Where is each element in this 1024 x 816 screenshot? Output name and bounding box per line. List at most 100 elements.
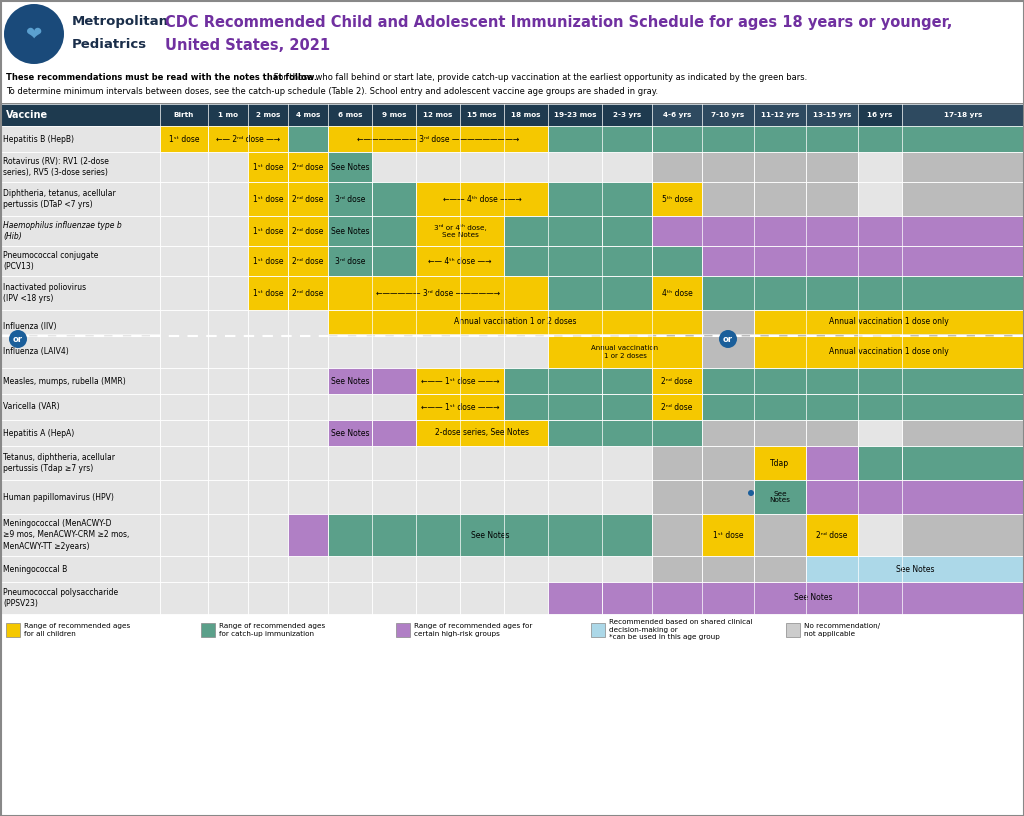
Bar [806, 514, 858, 556]
Text: 17-18 yrs: 17-18 yrs [944, 112, 982, 118]
Bar [548, 182, 602, 216]
Bar [548, 582, 602, 614]
Bar [288, 420, 328, 446]
Bar [504, 216, 602, 246]
Bar [602, 182, 652, 216]
Bar [248, 310, 288, 368]
Bar [652, 246, 702, 276]
Bar [160, 420, 208, 446]
Bar [288, 480, 328, 514]
Bar [548, 104, 602, 126]
Bar [416, 446, 460, 480]
Bar [328, 368, 372, 394]
Bar [248, 276, 288, 310]
Text: 13-15 yrs: 13-15 yrs [813, 112, 851, 118]
Bar [548, 446, 602, 480]
Bar [806, 556, 1024, 582]
Bar [328, 420, 372, 446]
Bar [902, 446, 1024, 480]
Bar [208, 394, 248, 420]
Bar [416, 216, 504, 246]
Bar [504, 480, 548, 514]
Bar [288, 216, 328, 246]
Bar [0, 394, 160, 420]
Bar [416, 182, 548, 216]
Bar [372, 394, 416, 420]
Bar [902, 556, 1024, 582]
Bar [602, 368, 652, 394]
Bar [806, 582, 858, 614]
Bar [548, 126, 652, 152]
Text: See
Notes: See Notes [769, 490, 791, 503]
Text: Annual vaccination 1 dose only: Annual vaccination 1 dose only [829, 348, 949, 357]
Bar [702, 480, 754, 514]
Text: 2ⁿᵈ dose: 2ⁿᵈ dose [292, 256, 324, 265]
Bar [902, 246, 1024, 276]
Bar [504, 556, 548, 582]
Bar [372, 152, 416, 182]
Bar [754, 246, 806, 276]
Bar [652, 394, 702, 420]
Text: Annual vaccination
1 or 2 doses: Annual vaccination 1 or 2 doses [592, 345, 658, 358]
Text: 4 mos: 4 mos [296, 112, 321, 118]
Bar [504, 182, 548, 216]
Text: Metropolitan: Metropolitan [72, 16, 169, 29]
Bar [416, 394, 504, 420]
Bar [858, 514, 902, 556]
Bar [806, 446, 858, 480]
Bar [602, 394, 652, 420]
Text: These recommendations must be read with the notes that follow.: These recommendations must be read with … [6, 73, 317, 82]
Bar [160, 394, 208, 420]
Bar [602, 556, 652, 582]
Bar [652, 368, 702, 394]
Bar [208, 276, 248, 310]
Bar [208, 480, 248, 514]
Bar [504, 246, 652, 276]
Bar [652, 310, 702, 368]
Bar [416, 420, 548, 446]
Bar [902, 514, 1024, 556]
Text: Tdap: Tdap [770, 459, 790, 468]
Bar [858, 446, 902, 480]
Text: See Notes: See Notes [331, 376, 370, 385]
Bar [328, 104, 372, 126]
Text: ←—— 1ˢᵗ dose ——→: ←—— 1ˢᵗ dose ——→ [421, 402, 500, 411]
Text: 4-6 yrs: 4-6 yrs [663, 112, 691, 118]
Bar [858, 276, 902, 310]
Bar [460, 152, 504, 182]
Bar [288, 514, 328, 556]
Bar [460, 582, 504, 614]
Bar [248, 446, 288, 480]
Bar [460, 420, 504, 446]
Bar [702, 182, 754, 216]
Bar [6, 623, 20, 637]
Text: ←————— 3ʳᵈ dose —————→: ←————— 3ʳᵈ dose —————→ [376, 289, 500, 298]
Bar [702, 216, 754, 246]
Text: ←—— 1ˢᵗ dose ——→: ←—— 1ˢᵗ dose ——→ [421, 376, 500, 385]
Bar [806, 480, 858, 514]
Bar [0, 68, 1024, 104]
Bar [902, 310, 1024, 368]
Text: 2ⁿᵈ dose: 2ⁿᵈ dose [292, 289, 324, 298]
Bar [0, 246, 160, 276]
Text: 1ˢᵗ dose: 1ˢᵗ dose [169, 135, 200, 144]
Text: 5ᵗʰ dose: 5ᵗʰ dose [662, 194, 692, 203]
Bar [754, 152, 806, 182]
Text: 6 mos: 6 mos [338, 112, 362, 118]
Bar [806, 216, 858, 246]
Bar [858, 216, 902, 246]
Bar [416, 310, 460, 368]
Bar [460, 216, 504, 246]
Text: Pediatrics: Pediatrics [72, 38, 147, 51]
Bar [702, 394, 1024, 420]
Bar [702, 446, 754, 480]
Bar [372, 514, 416, 556]
Bar [460, 182, 504, 216]
Bar [372, 368, 416, 394]
Text: 2-dose series, See Notes: 2-dose series, See Notes [435, 428, 529, 437]
Bar [548, 394, 602, 420]
Text: 1ˢᵗ dose: 1ˢᵗ dose [253, 256, 284, 265]
Bar [248, 582, 288, 614]
Bar [372, 556, 416, 582]
Bar [460, 310, 504, 368]
